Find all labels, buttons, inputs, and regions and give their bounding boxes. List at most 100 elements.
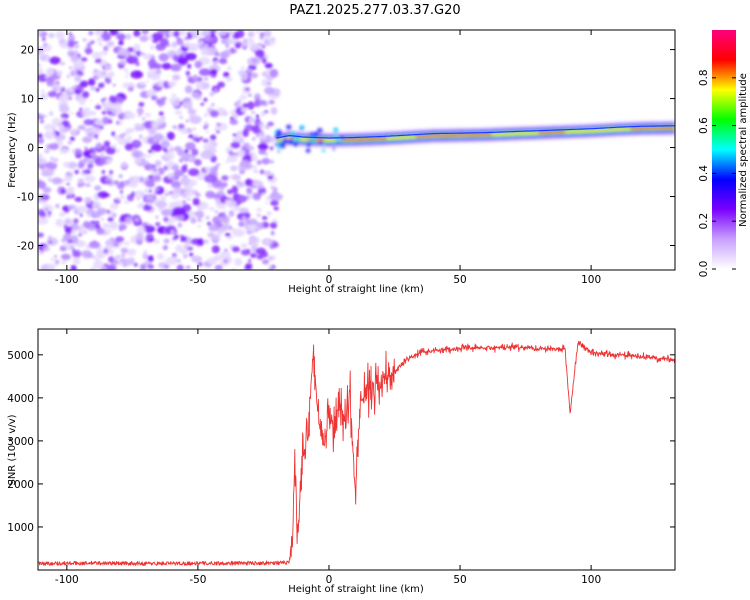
noise-speckle	[133, 156, 142, 165]
noise-speckle	[130, 70, 144, 79]
spectrogram-y-tick-label: 10	[21, 94, 34, 106]
noise-speckle	[258, 149, 267, 155]
noise-speckle	[115, 236, 125, 243]
snr-x-tick-label: 0	[326, 574, 333, 586]
noise-speckle	[54, 259, 60, 265]
noise-speckle	[95, 142, 103, 149]
noise-speckle	[238, 221, 245, 227]
spectrogram-signal-trace	[274, 120, 675, 153]
noise-speckle	[210, 166, 218, 176]
noise-speckle	[82, 38, 87, 42]
noise-speckle	[203, 97, 208, 102]
noise-speckle	[261, 44, 266, 49]
signal-blob	[282, 138, 288, 144]
noise-speckle	[74, 240, 78, 243]
noise-speckle	[270, 230, 275, 236]
noise-speckle	[264, 62, 273, 69]
noise-speckle	[195, 192, 201, 198]
noise-speckle	[143, 225, 156, 233]
noise-speckle	[125, 216, 134, 225]
noise-speckle	[227, 189, 233, 195]
noise-speckle	[188, 134, 194, 139]
noise-speckle	[153, 238, 160, 245]
noise-speckle	[164, 264, 169, 269]
noise-speckle	[210, 68, 218, 75]
noise-speckle	[72, 248, 75, 252]
noise-speckle	[91, 51, 102, 60]
noise-speckle	[270, 200, 279, 206]
noise-speckle	[216, 231, 223, 237]
signal-blob	[288, 141, 293, 145]
noise-speckle	[180, 176, 190, 186]
noise-speckle	[165, 189, 169, 193]
noise-speckle	[135, 218, 139, 222]
noise-speckle	[214, 52, 220, 57]
noise-speckle	[66, 74, 71, 79]
signal-blob	[286, 124, 292, 130]
noise-speckle	[120, 247, 129, 254]
noise-speckle	[107, 181, 112, 185]
noise-speckle	[46, 77, 54, 87]
noise-speckle	[116, 183, 125, 190]
noise-speckle	[188, 46, 195, 51]
noise-speckle	[183, 97, 192, 103]
noise-speckle	[178, 123, 185, 130]
noise-speckle	[199, 136, 203, 140]
noise-speckle	[116, 196, 121, 200]
noise-speckle	[101, 102, 105, 106]
noise-speckle	[228, 175, 234, 179]
noise-speckle	[138, 102, 145, 107]
spectrogram-y-tick-label: 20	[21, 45, 34, 57]
noise-speckle	[254, 93, 261, 101]
noise-speckle	[60, 188, 66, 195]
noise-speckle	[111, 144, 117, 149]
noise-speckle	[175, 49, 181, 57]
noise-speckle	[200, 150, 214, 160]
noise-speckle	[143, 199, 147, 203]
spectrogram-frame	[37, 29, 676, 271]
noise-speckle	[134, 190, 146, 199]
noise-speckle	[71, 194, 75, 199]
noise-speckle	[146, 89, 157, 98]
noise-speckle	[163, 238, 170, 244]
noise-speckle	[90, 267, 96, 270]
noise-speckle	[145, 233, 154, 240]
snr-y-tick-label: 4000	[7, 393, 34, 405]
noise-speckle	[136, 107, 144, 116]
noise-speckle	[150, 143, 163, 152]
noise-speckle	[271, 191, 279, 196]
noise-speckle	[148, 189, 152, 193]
noise-speckle	[269, 146, 274, 151]
noise-speckle	[172, 237, 178, 241]
noise-speckle	[169, 146, 175, 153]
noise-speckle	[67, 87, 75, 93]
noise-speckle	[67, 204, 75, 211]
noise-speckle	[185, 142, 196, 151]
noise-speckle	[46, 237, 59, 246]
signal-blob	[322, 143, 325, 146]
noise-speckle	[60, 253, 71, 260]
noise-speckle	[185, 70, 191, 76]
noise-speckle	[240, 106, 247, 113]
noise-speckle	[61, 260, 67, 265]
noise-speckle	[128, 82, 134, 88]
noise-speckle	[153, 168, 157, 172]
noise-speckle	[177, 222, 183, 228]
noise-speckle	[77, 162, 85, 169]
noise-speckle	[222, 223, 231, 231]
noise-speckle	[165, 33, 171, 38]
noise-speckle	[245, 218, 250, 225]
noise-speckle	[106, 209, 110, 214]
noise-speckle	[143, 121, 154, 129]
noise-speckle	[216, 122, 222, 127]
noise-speckle	[252, 137, 256, 141]
noise-speckle	[172, 125, 178, 130]
signal-blob	[340, 139, 344, 143]
noise-speckle	[56, 70, 63, 77]
noise-speckle	[204, 121, 209, 124]
noise-speckle	[131, 139, 142, 149]
signal-blob	[276, 130, 279, 134]
noise-speckle	[88, 241, 100, 249]
noise-speckle	[116, 120, 120, 125]
noise-speckle	[264, 41, 270, 46]
